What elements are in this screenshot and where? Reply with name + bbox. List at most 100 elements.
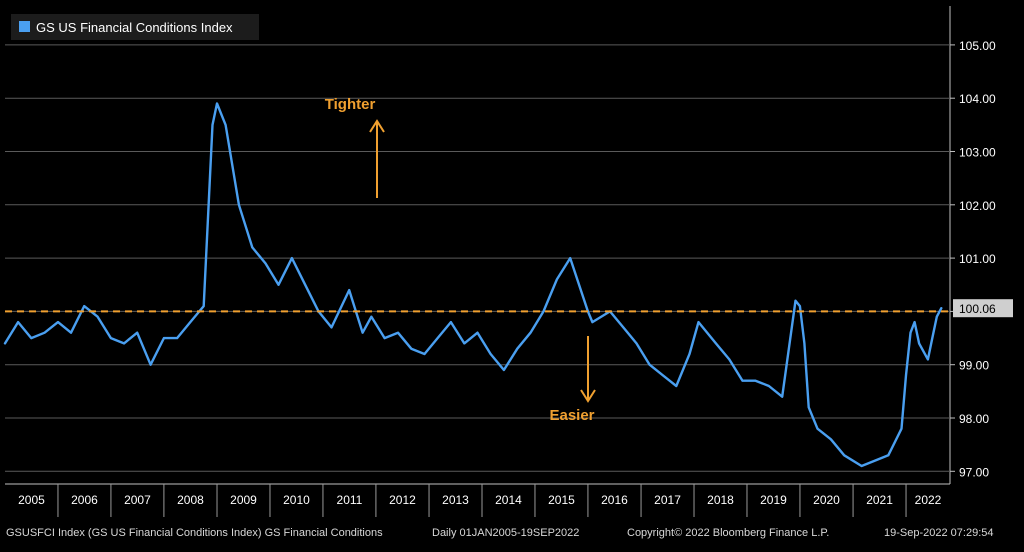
data-point: [463, 342, 466, 345]
data-point: [697, 321, 700, 323]
data-point: [163, 337, 165, 339]
data-point: [542, 310, 545, 313]
data-point: [555, 278, 558, 281]
data-point: [176, 337, 179, 339]
y-tick-label: 102.00: [959, 199, 996, 213]
last-value-label: 100.06: [959, 302, 996, 316]
data-point: [211, 123, 214, 126]
data-point: [304, 283, 307, 286]
data-point: [423, 353, 426, 355]
data-point: [754, 379, 757, 382]
x-tick-label: 2011: [337, 493, 363, 507]
data-point: [874, 459, 876, 462]
data-point: [348, 289, 351, 291]
y-tick-label: 105.00: [959, 39, 996, 53]
data-point: [17, 321, 19, 323]
data-point: [816, 427, 819, 430]
data-point: [136, 331, 139, 334]
x-tick-label: 2015: [548, 493, 575, 507]
data-point: [569, 257, 572, 259]
data-point: [715, 342, 717, 345]
data-point: [622, 326, 625, 329]
x-tick-label: 2010: [283, 493, 310, 507]
x-tick-label: 2017: [654, 493, 681, 507]
data-point: [900, 427, 903, 430]
footer-range: Daily 01JAN2005-19SEP2022: [432, 527, 580, 539]
data-point: [918, 342, 920, 345]
data-point: [931, 337, 934, 339]
x-tick-label: 2014: [495, 493, 522, 507]
footer-copyright: Copyright© 2022 Bloomberg Finance L.P.: [627, 527, 830, 539]
y-tick-label: 103.00: [959, 146, 996, 160]
data-point: [807, 406, 810, 409]
arrow-up-head: [369, 119, 385, 133]
data-point: [96, 315, 99, 318]
data-point: [591, 321, 594, 323]
data-point: [905, 374, 907, 377]
data-point: [361, 331, 364, 334]
data-point: [70, 331, 72, 334]
y-tick-label: 99.00: [959, 359, 989, 373]
data-point: [57, 321, 59, 323]
x-tick-label: 2012: [389, 493, 416, 507]
footer-source: GSUSFCI Index (GS US Financial Condition…: [6, 527, 383, 539]
annotation-easier: Easier: [549, 407, 594, 424]
data-point: [149, 363, 152, 366]
series-line: [3, 102, 943, 468]
data-point: [803, 342, 806, 345]
data-point: [648, 363, 651, 366]
data-point: [688, 353, 691, 355]
data-point: [189, 321, 192, 323]
data-point: [224, 123, 227, 126]
data-point: [635, 342, 638, 345]
x-tick-label: 2009: [230, 493, 257, 507]
x-tick-label: 2021: [866, 493, 893, 507]
last-value-tag: [953, 299, 1013, 318]
x-tick-label: 2019: [760, 493, 787, 507]
data-point: [675, 385, 678, 387]
data-point: [529, 331, 532, 334]
y-tick-label: 98.00: [959, 412, 989, 426]
y-tick-label: 101.00: [959, 252, 996, 266]
data-point: [503, 369, 505, 371]
data-point: [516, 347, 519, 350]
data-point: [290, 257, 293, 259]
data-point: [110, 337, 112, 339]
data-point: [794, 299, 797, 302]
data-point: [202, 305, 205, 307]
data-point: [913, 321, 916, 323]
footer: GSUSFCI Index (GS US Financial Condition…: [0, 520, 1024, 552]
x-tick-label: 2016: [601, 493, 628, 507]
data-point: [370, 315, 373, 318]
data-point: [728, 358, 731, 361]
chart: 97.0098.0099.00100.00101.00102.00103.001…: [3, 6, 1013, 517]
data-point: [829, 438, 832, 441]
data-point: [397, 331, 399, 334]
data-point: [860, 465, 863, 467]
data-point: [264, 262, 267, 265]
data-point: [887, 454, 890, 457]
data-point: [940, 307, 943, 310]
x-tick-label: 2005: [18, 493, 45, 507]
data-point: [4, 342, 6, 345]
data-point: [277, 283, 280, 286]
data-point: [216, 102, 218, 105]
data-point: [383, 337, 386, 339]
data-point: [123, 342, 125, 345]
data-point: [781, 395, 784, 398]
legend-box: [11, 14, 259, 40]
data-point: [489, 353, 492, 355]
data-point: [909, 331, 912, 334]
data-point: [476, 331, 479, 334]
data-point: [450, 321, 452, 323]
data-point: [662, 374, 664, 377]
legend-label: GS US Financial Conditions Index: [36, 20, 233, 35]
legend-swatch: [19, 21, 30, 32]
data-point: [436, 337, 439, 339]
data-point: [83, 305, 86, 307]
data-point: [410, 347, 413, 350]
x-tick-label: 2008: [177, 493, 204, 507]
data-point: [43, 331, 46, 334]
data-point: [330, 326, 333, 329]
x-tick-label: 2013: [442, 493, 469, 507]
